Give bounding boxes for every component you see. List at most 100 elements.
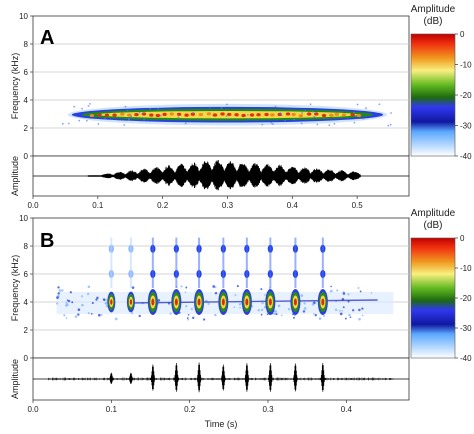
call-hotspot	[104, 113, 110, 117]
panel-b-y-tick-label: 2	[24, 326, 29, 335]
call-hotspot	[220, 112, 225, 116]
noise-speck	[87, 285, 91, 289]
noise-speck	[347, 293, 350, 296]
noise-speck	[270, 122, 273, 124]
noise-speck	[361, 307, 364, 310]
noise-speck	[57, 292, 60, 295]
noise-speck	[104, 117, 107, 120]
noise-speck	[280, 314, 283, 317]
colorbar-a-title: Amplitude	[411, 4, 456, 15]
call-hotspot	[256, 113, 261, 117]
noise-speck	[61, 289, 64, 292]
noise-speck	[351, 309, 355, 312]
panel-b-x-tick-label: 0.1	[106, 405, 118, 414]
noise-speck	[169, 312, 172, 315]
colorbar-a-tick-label: -20	[460, 91, 472, 100]
noise-speck	[214, 313, 217, 317]
call-hotspot	[356, 113, 361, 118]
noise-speck	[304, 110, 307, 112]
call-hotspot	[120, 112, 125, 116]
noise-speck	[141, 112, 144, 115]
noise-speck	[389, 123, 392, 126]
panel-a-call-band	[61, 102, 392, 127]
call-hotspot	[206, 112, 212, 116]
noise-speck	[311, 110, 314, 113]
panel-a-gridlines	[33, 43, 409, 129]
noise-speck	[207, 302, 210, 305]
colorbar-a-unit: (dB)	[424, 16, 443, 27]
panel-a-waveform	[33, 160, 409, 191]
noise-speck	[341, 310, 344, 312]
noise-speck	[344, 317, 347, 320]
noise-speck	[234, 294, 237, 297]
noise-speck	[58, 289, 62, 292]
call-hotspot	[329, 113, 334, 117]
noise-speck	[214, 291, 218, 295]
noise-speck	[127, 117, 130, 120]
noise-speck	[365, 107, 367, 109]
noise-speck	[300, 122, 303, 125]
noise-speck	[357, 287, 360, 289]
noise-speck	[185, 305, 188, 308]
noise-speck	[339, 312, 343, 316]
call-hotspot	[198, 112, 204, 117]
noise-speck	[260, 288, 263, 291]
noise-speck	[73, 105, 76, 108]
noise-speck	[266, 313, 269, 316]
pulse-core	[129, 299, 133, 305]
noise-speck	[208, 106, 211, 109]
call-hotspot	[162, 112, 167, 116]
noise-speck	[190, 307, 193, 311]
noise-speck	[311, 302, 315, 306]
noise-speck	[131, 312, 134, 315]
noise-speck	[287, 308, 291, 311]
noise-speck	[138, 314, 141, 318]
noise-speck	[184, 122, 187, 125]
panel-b-ylabel: Frequency (kHz)	[10, 255, 20, 322]
noise-speck	[96, 296, 99, 300]
panel-a-y-ticks: 0 2 4 6 8 10	[19, 12, 33, 161]
colorbar-b	[410, 237, 456, 359]
noise-speck	[279, 112, 282, 115]
waveform-b-signal	[48, 362, 394, 393]
panel-b-spectrogram-frame	[32, 217, 410, 359]
pulse-core	[245, 298, 249, 306]
noise-speck	[131, 286, 135, 290]
panel-a-y-tick-label: 10	[19, 12, 28, 21]
noise-speck	[157, 107, 160, 110]
call-hotspot	[89, 113, 95, 118]
panel-b-y-ticks: 0 2 4 6 8 10	[19, 214, 33, 363]
noise-speck	[238, 303, 242, 306]
noise-speck	[192, 111, 195, 114]
noise-speck	[390, 112, 392, 114]
noise-speck	[100, 314, 103, 316]
noise-speck	[97, 313, 101, 317]
noise-speck	[334, 308, 338, 312]
noise-speck	[370, 292, 373, 294]
noise-speck	[309, 103, 312, 106]
noise-speck	[336, 289, 339, 292]
noise-speck	[66, 299, 69, 302]
panel-a-x-tick-label: 0.1	[92, 201, 104, 210]
pulse-core	[151, 298, 155, 306]
call-hotspot	[212, 113, 218, 117]
panel-a-x-tick-label: 0.0	[27, 201, 39, 210]
noise-speck	[100, 113, 102, 116]
call-hotspot	[234, 113, 239, 117]
noise-speck	[362, 117, 365, 120]
panel-b-x-tick-label: 0.2	[184, 405, 196, 414]
noise-speck	[180, 285, 183, 288]
noise-speck	[280, 114, 283, 117]
noise-speck	[359, 290, 362, 293]
call-hotspot	[285, 112, 291, 116]
noise-speck	[220, 106, 223, 109]
noise-speck	[263, 306, 267, 309]
noise-speck	[103, 298, 106, 302]
panel-a-y-tick-label: 0	[24, 152, 29, 161]
fundamental-smear	[126, 299, 378, 304]
call-hotspot	[241, 113, 246, 118]
noise-speck	[301, 112, 303, 114]
noise-speck	[77, 308, 81, 312]
panel-b-call-pulses	[56, 237, 394, 321]
call-hotspot	[334, 112, 339, 116]
